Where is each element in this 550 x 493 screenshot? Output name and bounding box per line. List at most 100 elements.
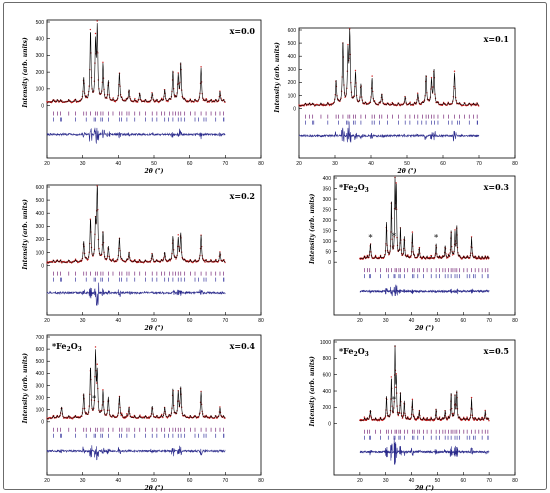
x-tick-label: 20: [357, 318, 363, 324]
x-tick-label: 30: [383, 318, 389, 324]
y-tick-label: 100: [36, 407, 45, 413]
observed-point: [200, 390, 202, 393]
x-tick-label: 70: [486, 318, 492, 324]
y-tick-label: 400: [36, 37, 45, 43]
y-tick-label: 0: [328, 422, 331, 428]
observed-series: [298, 28, 480, 107]
panel-composition-label: x=0.0: [230, 26, 256, 36]
observed-point: [169, 260, 171, 262]
observed-point: [114, 101, 117, 103]
y-tick-label: 300: [323, 197, 332, 203]
x-tick-label: 80: [258, 161, 264, 167]
observed-point: [395, 182, 397, 184]
observed-point: [415, 419, 417, 421]
y-tick-label: 600: [36, 347, 45, 353]
x-tick-label: 80: [258, 478, 264, 484]
observed-series: [46, 20, 226, 104]
observed-point: [61, 262, 63, 264]
y-tick-label: 300: [36, 383, 45, 389]
y-tick-label: 0: [293, 106, 296, 112]
x-tick-label: 80: [512, 318, 518, 324]
y-tick-label: 600: [36, 185, 45, 191]
observed-point: [219, 251, 221, 253]
x-tick-label: 60: [461, 478, 467, 484]
x-tick-label: 40: [409, 478, 415, 484]
xrd-panel-4: 20 30 40 50 60 70 80 0 100 200 300 400 500 600 700 2θ (…: [22, 334, 264, 492]
impurity-label: *Fe2O3: [52, 341, 82, 353]
x-tick-label: 80: [258, 318, 264, 324]
x-tick-label: 30: [80, 478, 86, 484]
observed-point: [123, 417, 125, 419]
observed-point: [478, 105, 480, 107]
observed-point: [95, 382, 98, 384]
x-tick-label: 20: [44, 318, 50, 324]
observed-point: [488, 420, 490, 422]
observed-point: [417, 417, 419, 420]
observed-series: [46, 346, 226, 420]
y-tick-label: 200: [36, 237, 45, 243]
observed-point: [451, 254, 454, 256]
observed-point: [137, 101, 139, 103]
plot-frame: [46, 19, 262, 159]
y-tick-label: 500: [288, 41, 297, 47]
x-tick-label: 70: [223, 318, 229, 324]
y-axis-label: Intensity (arb. units): [22, 37, 29, 109]
y-tick-label: 100: [36, 250, 45, 256]
observed-point: [379, 102, 381, 104]
y-tick-label: 200: [323, 218, 332, 224]
y-tick-label: 700: [36, 335, 45, 341]
plot-frame: [46, 184, 262, 316]
observed-point: [54, 100, 56, 102]
observed-point: [100, 254, 102, 257]
observed-point: [47, 418, 49, 420]
x-tick-label: 50: [151, 318, 157, 324]
difference-series: [46, 282, 226, 307]
observed-point: [177, 234, 179, 236]
observed-point: [71, 418, 74, 420]
observed-point: [167, 100, 169, 103]
y-axis-label: Intensity (arb. units): [309, 356, 316, 428]
panel-composition-label: x=0.2: [230, 191, 255, 201]
y-tick-label: 1000: [320, 340, 331, 346]
x-axis-label: 2θ (°): [144, 325, 164, 332]
impurity-label: *Fe2O3: [339, 182, 369, 194]
observed-point: [102, 389, 104, 391]
x-tick-label: 30: [332, 161, 338, 167]
observed-point: [470, 236, 473, 238]
x-tick-label: 30: [80, 318, 86, 324]
x-tick-label: 80: [512, 478, 518, 484]
calculated-series: [46, 23, 226, 103]
plot-frame: [46, 334, 262, 476]
y-tick-label: 600: [323, 372, 332, 378]
observed-point: [470, 105, 472, 107]
panel-composition-label: x=0.1: [484, 34, 509, 44]
difference-series: [46, 127, 226, 144]
x-tick-label: 30: [383, 478, 389, 484]
x-tick-label: 40: [409, 318, 415, 324]
panel-composition-label: x=0.3: [484, 182, 510, 192]
y-tick-label: 0: [41, 263, 44, 269]
observed-point: [430, 76, 433, 79]
plot-frame: [333, 339, 516, 476]
observed-point: [89, 28, 92, 31]
y-tick-label: 250: [323, 207, 332, 213]
y-tick-label: 500: [36, 198, 45, 204]
y-tick-label: 100: [323, 239, 332, 245]
x-tick-label: 20: [44, 478, 50, 484]
x-tick-label: 40: [116, 478, 122, 484]
observed-point: [374, 254, 377, 257]
observed-point: [203, 415, 206, 417]
y-tick-label: 400: [323, 389, 332, 395]
observed-point: [200, 66, 202, 68]
y-tick-label: 600: [288, 28, 297, 34]
x-tick-label: 70: [476, 161, 482, 167]
difference-series: [359, 284, 490, 297]
y-tick-label: 200: [36, 395, 45, 401]
observed-point: [354, 69, 357, 72]
observed-series: [359, 176, 490, 260]
observed-point: [363, 416, 366, 418]
y-tick-label: 800: [323, 356, 332, 362]
observed-series: [46, 185, 226, 264]
